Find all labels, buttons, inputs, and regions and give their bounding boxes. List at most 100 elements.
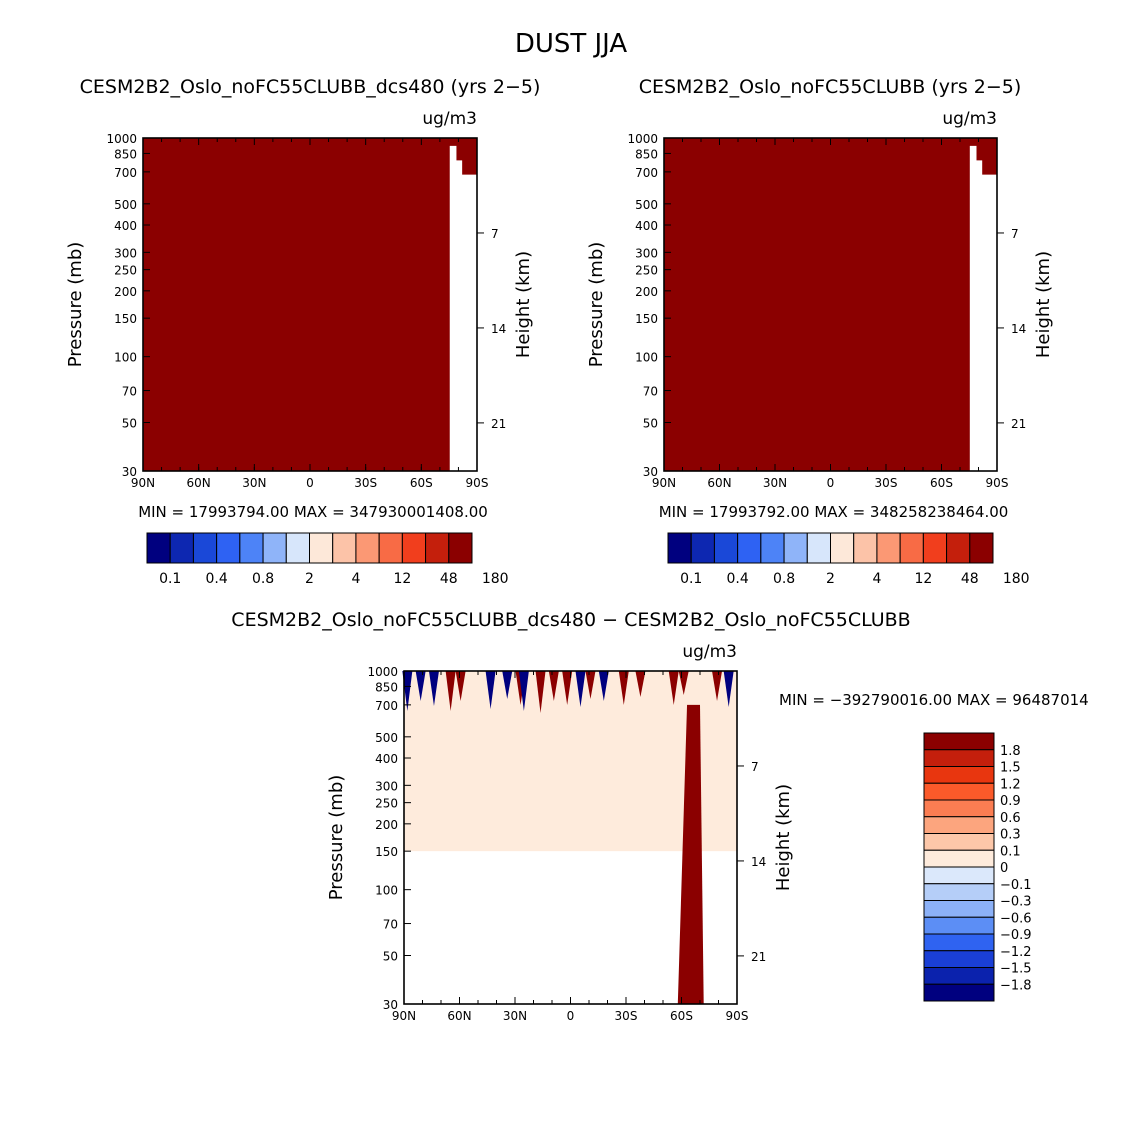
- y-tick-label: 100: [635, 351, 658, 365]
- y2-tick-label: 14: [751, 855, 766, 869]
- colorbar-box: [378, 532, 403, 564]
- y-tick-label: 70: [383, 918, 398, 932]
- y-tick-label: 50: [122, 416, 137, 430]
- y-tick-label: 1000: [106, 132, 137, 146]
- y2-tick-label: 21: [1011, 417, 1026, 431]
- spike-16: [618, 671, 629, 705]
- colorbar-label: 4: [351, 571, 360, 587]
- missing-terrain: [449, 145, 477, 471]
- y-tick-label: 50: [383, 949, 398, 963]
- spike-9: [518, 671, 529, 711]
- y-axis-title: Pressure (mb): [65, 242, 86, 368]
- colorbar-box: [216, 532, 241, 564]
- colorbar-box: [923, 950, 995, 968]
- panel-title: CESM2B2_Oslo_noFC55CLUBB_dcs480 (yrs 2−5…: [80, 76, 541, 98]
- units-label: ug/m3: [682, 642, 737, 662]
- x-tick-label: 90S: [466, 476, 489, 490]
- colorbar-box: [192, 532, 218, 564]
- colorbar-box: [923, 849, 995, 868]
- colorbar-label: 0.8: [773, 571, 795, 587]
- figure-title: DUST JJA: [515, 29, 628, 59]
- colorbar-box: [923, 833, 995, 851]
- y-tick-label: 70: [122, 385, 137, 399]
- colorbar-label: 0: [1000, 861, 1008, 876]
- spike-15: [598, 671, 609, 701]
- y2-tick-label: 7: [1011, 227, 1019, 241]
- colorbar-box: [667, 532, 692, 564]
- y-tick-label: 850: [635, 147, 658, 161]
- panel-1: CESM2B2_Oslo_noFC55CLUBB_dcs480 (yrs 2−5…: [65, 76, 540, 587]
- colorbar-box: [169, 532, 194, 564]
- y-axis-title: Pressure (mb): [586, 242, 607, 368]
- colorbar-box: [876, 532, 901, 564]
- y-tick-label: 300: [114, 246, 137, 260]
- x-tick-label: 0: [827, 476, 835, 490]
- y-tick-label: 1000: [367, 665, 398, 679]
- y-tick-label: 500: [114, 198, 137, 212]
- colorbar-label: −0.9: [1000, 928, 1032, 943]
- colorbar-label: −1.5: [1000, 962, 1032, 977]
- colorbar-box: [448, 532, 473, 564]
- colorbar-box: [923, 967, 995, 985]
- region-foot: [677, 704, 704, 1004]
- colorbar-box: [239, 532, 264, 564]
- y-tick-label: 400: [375, 752, 398, 766]
- spike-18: [668, 671, 679, 705]
- y-tick-label: 200: [635, 285, 658, 299]
- y-tick-label: 70: [643, 385, 658, 399]
- field-fill: [664, 138, 997, 471]
- y-tick-label: 250: [375, 797, 398, 811]
- y2-axis-title: Height (km): [1033, 251, 1054, 358]
- colorbar-label: 48: [440, 571, 458, 587]
- y-tick-label: 700: [635, 166, 658, 180]
- spike-13: [575, 671, 586, 707]
- y-tick-label: 250: [635, 264, 658, 278]
- y2-tick-label: 7: [751, 760, 759, 774]
- x-tick-label: 90S: [726, 1009, 749, 1023]
- colorbar-box: [923, 900, 995, 918]
- spike-10: [535, 671, 546, 713]
- colorbar-box: [806, 532, 831, 564]
- colorbar-box: [401, 532, 427, 564]
- spike-1: [402, 671, 413, 711]
- x-tick-label: 60N: [447, 1009, 471, 1023]
- colorbar-label: −1.8: [1000, 978, 1032, 993]
- x-tick-label: 60N: [707, 476, 731, 490]
- colorbar-box: [923, 933, 995, 952]
- colorbar-box: [923, 732, 995, 751]
- y2-tick-label: 14: [1011, 322, 1026, 336]
- x-tick-label: 30N: [242, 476, 266, 490]
- colorbar-label: 4: [872, 571, 881, 587]
- y-tick-label: 100: [114, 351, 137, 365]
- colorbar-label: 2: [305, 571, 314, 587]
- colorbar-box: [760, 532, 785, 564]
- y-tick-label: 250: [114, 264, 137, 278]
- colorbar-label: 1.5: [1000, 761, 1021, 776]
- colorbar-box: [923, 866, 995, 885]
- min-max-stats: MIN = −392790016.00 MAX = 96487014: [779, 691, 1089, 709]
- spike-21: [723, 671, 734, 707]
- y2-tick-label: 21: [491, 417, 506, 431]
- y-tick-label: 850: [375, 680, 398, 694]
- panel-3: CESM2B2_Oslo_noFC55CLUBB_dcs480 − CESM2B…: [231, 609, 1088, 1023]
- missing-terrain: [969, 145, 997, 471]
- colorbar-label: −0.3: [1000, 895, 1032, 910]
- y-tick-label: 400: [114, 219, 137, 233]
- y2-tick-label: 21: [751, 950, 766, 964]
- y-tick-label: 30: [383, 998, 398, 1012]
- colorbar-label: 0.1: [159, 571, 181, 587]
- colorbar-label: −0.1: [1000, 878, 1032, 893]
- colorbar-box: [923, 799, 995, 818]
- y-tick-label: 150: [635, 312, 658, 326]
- colorbar-label: 1.2: [1000, 777, 1021, 792]
- y2-axis-title: Height (km): [513, 251, 534, 358]
- y-tick-label: 30: [122, 465, 137, 479]
- colorbar-box: [783, 532, 808, 564]
- y-tick-label: 50: [643, 416, 658, 430]
- y-tick-label: 300: [375, 779, 398, 793]
- spike-3: [428, 671, 439, 706]
- colorbar-box: [830, 532, 855, 564]
- x-tick-label: 90N: [652, 476, 676, 490]
- colorbar-box: [285, 532, 310, 564]
- colorbar-box: [923, 883, 995, 901]
